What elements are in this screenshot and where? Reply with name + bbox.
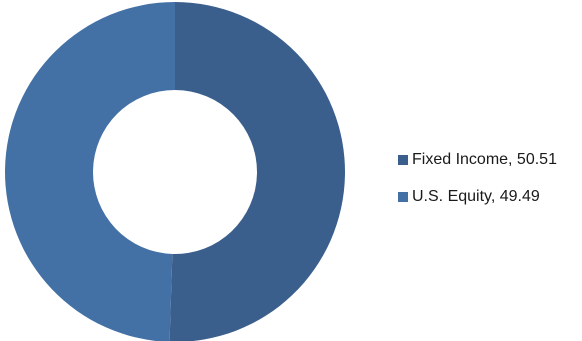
legend-label-us-equity: U.S. Equity, 49.49 (412, 188, 540, 205)
legend-swatch-fixed-income (398, 155, 408, 165)
chart-legend: Fixed Income, 50.51 U.S. Equity, 49.49 (398, 151, 557, 225)
legend-swatch-us-equity (398, 192, 408, 202)
donut-slices (5, 2, 345, 341)
legend-item-us-equity: U.S. Equity, 49.49 (398, 188, 557, 206)
legend-item-fixed-income: Fixed Income, 50.51 (398, 151, 557, 169)
donut-slice-fixed-income (169, 2, 345, 341)
legend-label-fixed-income: Fixed Income, 50.51 (412, 151, 557, 168)
donut-slice-u-s-equity (5, 2, 175, 341)
